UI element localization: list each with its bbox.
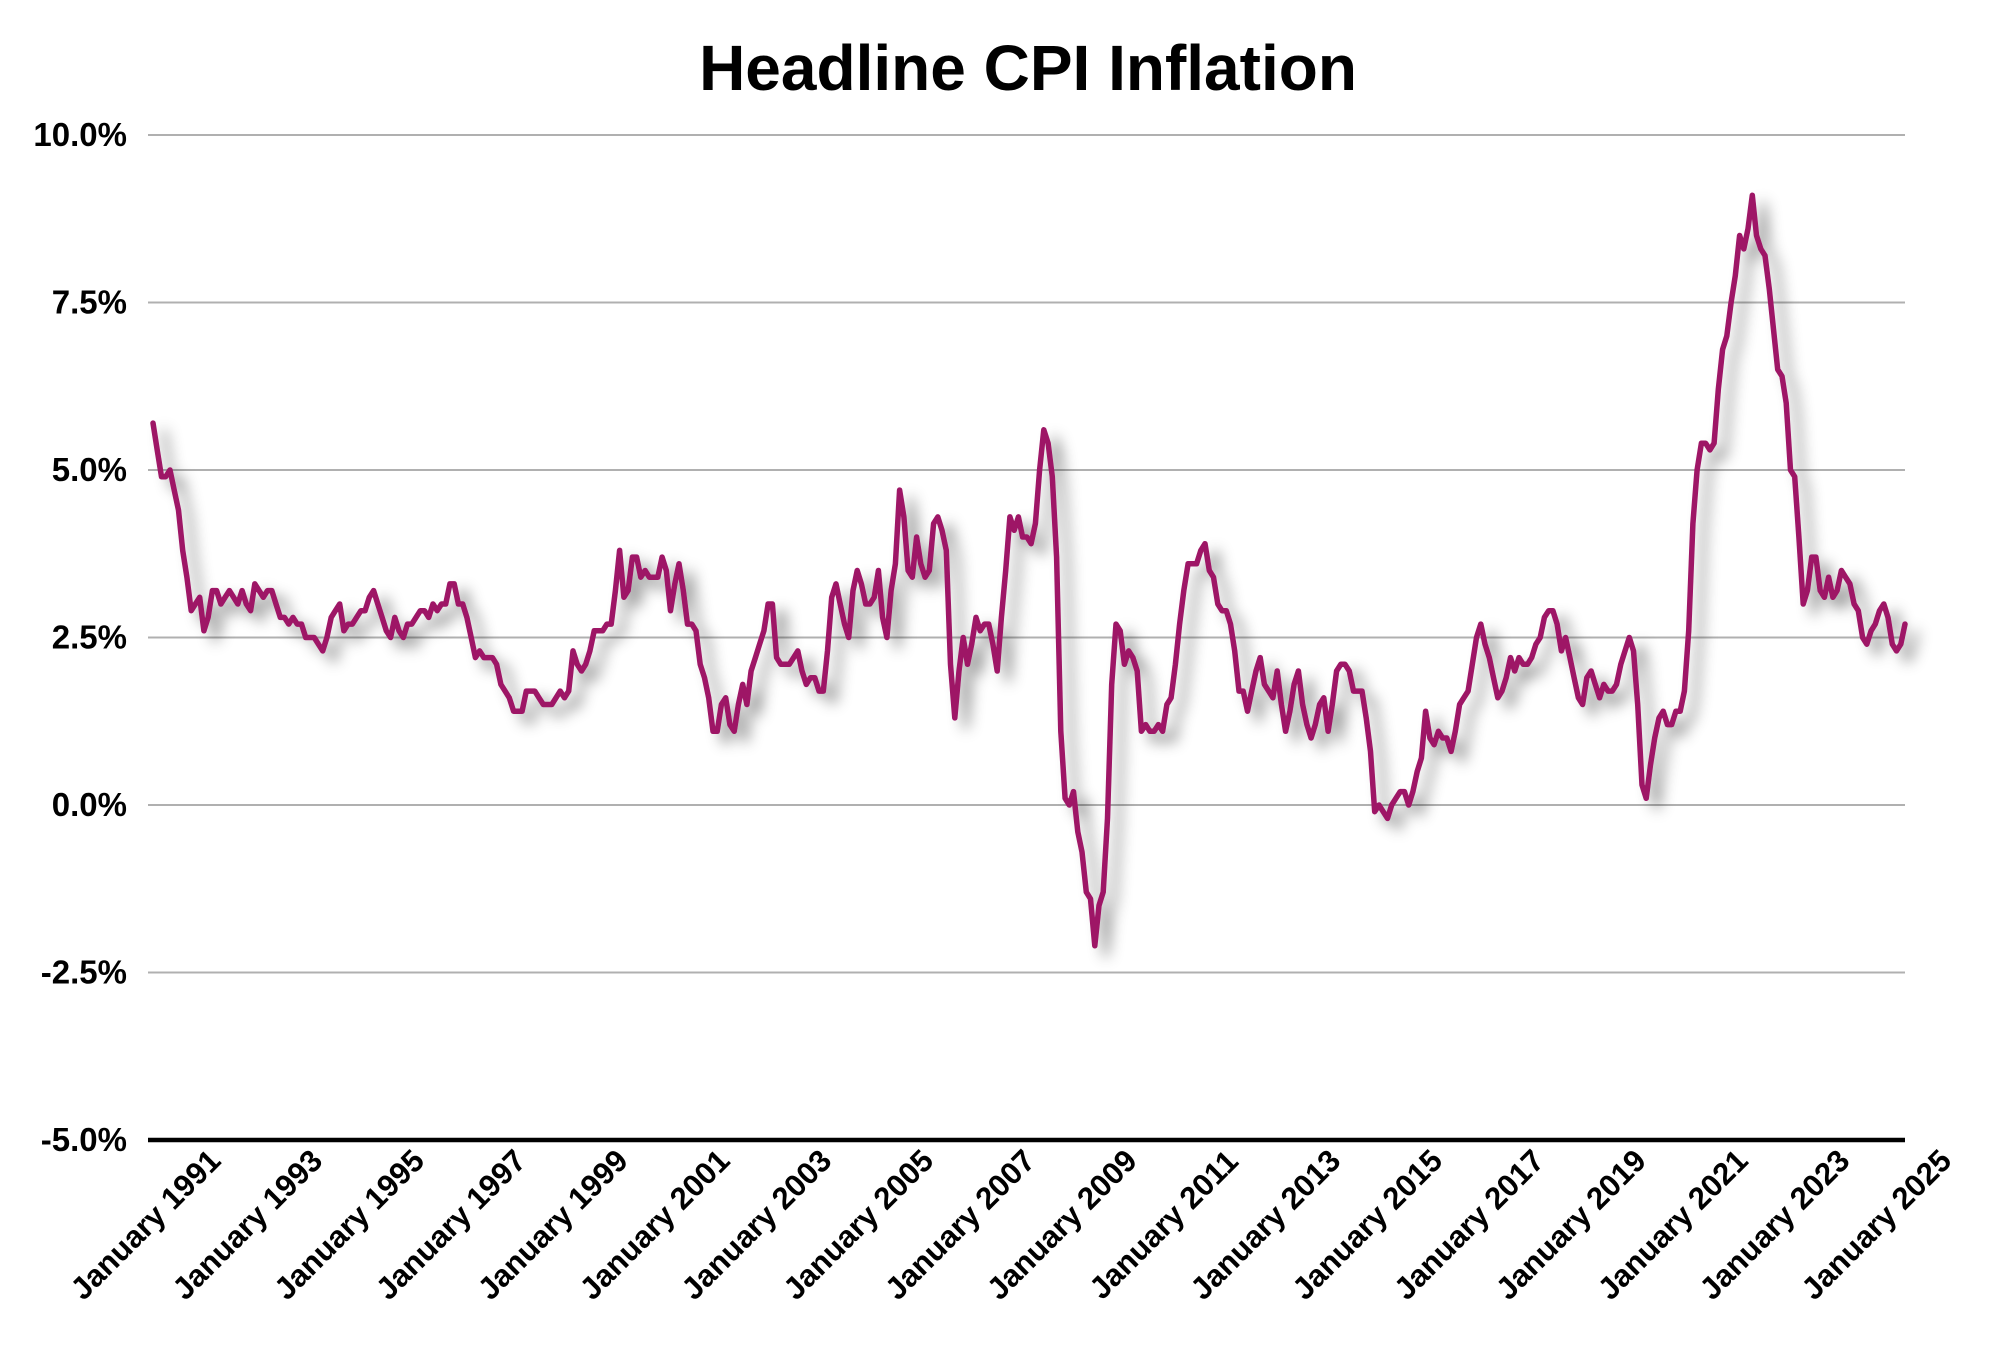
- y-tick-label: -2.5%: [41, 954, 127, 991]
- chart-title: Headline CPI Inflation: [699, 32, 1357, 104]
- gridlines: [148, 134, 1905, 974]
- y-axis-labels: 10.0% 7.5% 5.0% 2.5% 0.0% -2.5% -5.0%: [33, 116, 127, 1158]
- cpi-line-series: [150, 192, 1908, 949]
- y-tick-label: 10.0%: [33, 116, 127, 153]
- y-tick-label: 5.0%: [52, 451, 127, 488]
- y-tick-label: -5.0%: [41, 1121, 127, 1158]
- y-tick-label: 7.5%: [52, 284, 127, 321]
- y-tick-label: 2.5%: [52, 619, 127, 656]
- y-tick-label: 0.0%: [52, 786, 127, 823]
